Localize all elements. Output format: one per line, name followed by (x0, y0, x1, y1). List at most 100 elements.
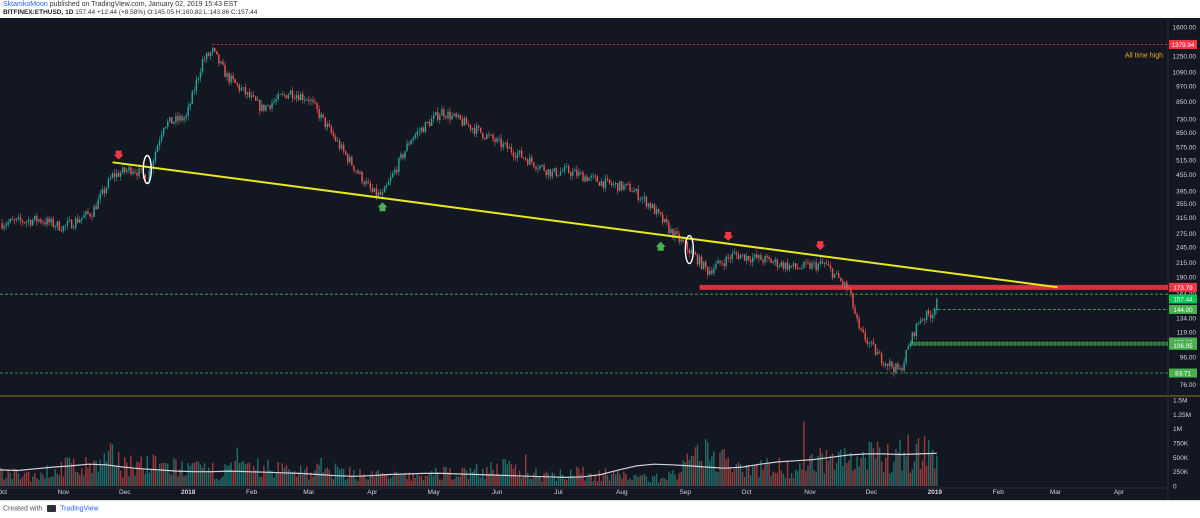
volume-bar (702, 468, 705, 486)
candle-body (246, 92, 249, 95)
chart-area[interactable]: 1600.00 1250.00 1090.00 970.00 850.00 730.00 6… (0, 18, 1200, 500)
candle-body (50, 218, 52, 223)
tradingview-brand-link[interactable]: TradingView (60, 505, 99, 513)
candle-body (811, 263, 813, 269)
candle-body (36, 215, 38, 222)
volume-bar (138, 462, 140, 486)
volume-bar (285, 465, 288, 486)
candle-body (876, 352, 879, 355)
candle-body (764, 255, 766, 263)
candle-body (844, 282, 846, 285)
candle-body (240, 88, 243, 91)
candle-body (277, 94, 279, 99)
volume-bar (387, 478, 390, 486)
volume-bar (310, 472, 312, 486)
volume-bar (500, 475, 502, 486)
candle-body (801, 267, 803, 269)
volume-bar (803, 421, 805, 486)
candle-body (27, 219, 30, 222)
candle-body (502, 143, 504, 148)
volume-bar (263, 465, 265, 486)
volume-bar (332, 479, 335, 486)
volume-bar (11, 479, 13, 486)
candle-body (686, 242, 689, 250)
candle-body (187, 106, 189, 116)
volume-bar (770, 475, 772, 486)
volume-bar (833, 469, 836, 486)
volume-bar (635, 474, 637, 486)
arrow-down-icon (113, 150, 124, 160)
candle-body (833, 273, 836, 278)
y-tick-label: 275.00 (1176, 231, 1196, 238)
volume-bar (797, 471, 799, 486)
candle-body (68, 219, 71, 222)
candle-body (496, 138, 498, 142)
candle-body (870, 341, 873, 343)
volume-bar (561, 474, 564, 486)
volume-bar (99, 459, 101, 486)
volume-bar (459, 476, 461, 486)
candle-body (171, 117, 173, 124)
candle-body (580, 172, 582, 174)
volume-bar (842, 465, 844, 486)
y-tick-label: 455.00 (1176, 172, 1196, 179)
candle-body (244, 87, 247, 95)
candle-body (549, 169, 551, 177)
candle-body (610, 183, 613, 185)
volume-tick-label: 500K (1173, 455, 1189, 462)
candle-body (302, 94, 304, 100)
volume-bar (524, 454, 527, 486)
volume-bar (54, 469, 56, 486)
x-tick-label: Aug (616, 489, 628, 496)
volume-bar (117, 451, 120, 486)
volume-bar (107, 450, 110, 486)
y-tick-label: 1250.00 (1173, 54, 1197, 61)
candle-body (559, 171, 562, 176)
candle-body (306, 99, 308, 101)
volume-bar (678, 473, 680, 486)
volume-bar (173, 457, 175, 486)
candle-body (625, 183, 627, 186)
volume-bar (745, 464, 748, 486)
x-tick-label: Dec (866, 489, 878, 496)
volume-bar (627, 479, 629, 486)
candle-body (64, 225, 67, 227)
candle-body (598, 181, 601, 186)
candle-body (275, 98, 277, 102)
candle-body (719, 260, 721, 264)
candle-body (430, 119, 433, 126)
volume-bar (512, 468, 515, 486)
volume-bar (549, 478, 551, 486)
volume-bar (655, 473, 658, 486)
author-link[interactable]: SktamkoMoon (3, 1, 48, 8)
symbol-label: BITFINEX:ETHUSD, 1D (3, 9, 74, 16)
candle-body (318, 108, 320, 118)
volume-bar (590, 473, 592, 486)
candle-body (310, 99, 312, 102)
volume-bar (201, 467, 204, 486)
candle-body (680, 239, 682, 242)
candle-body (887, 363, 889, 366)
price-chart[interactable]: 1600.00 1250.00 1090.00 970.00 850.00 730.00 6… (0, 18, 1200, 500)
candle-body (572, 171, 574, 176)
candle-body (103, 189, 106, 194)
candle-body (77, 218, 79, 223)
volume-tick-label: 250K (1173, 469, 1189, 476)
candle-body (543, 165, 545, 171)
candle-body (565, 166, 568, 168)
volume-bar (1, 468, 3, 486)
volume-bar (171, 474, 173, 486)
volume-bar (739, 463, 742, 486)
candle-body (772, 262, 774, 264)
candle-body (156, 145, 159, 153)
volume-bar (486, 466, 488, 486)
volume-bar (187, 463, 189, 486)
volume-bar (269, 469, 271, 486)
candle-body (709, 270, 711, 275)
candle-body (637, 189, 639, 201)
volume-bar (32, 476, 34, 486)
candle-body (32, 220, 34, 226)
volume-bar (614, 474, 617, 486)
volume-bar (907, 434, 909, 486)
candle-body (608, 179, 611, 184)
